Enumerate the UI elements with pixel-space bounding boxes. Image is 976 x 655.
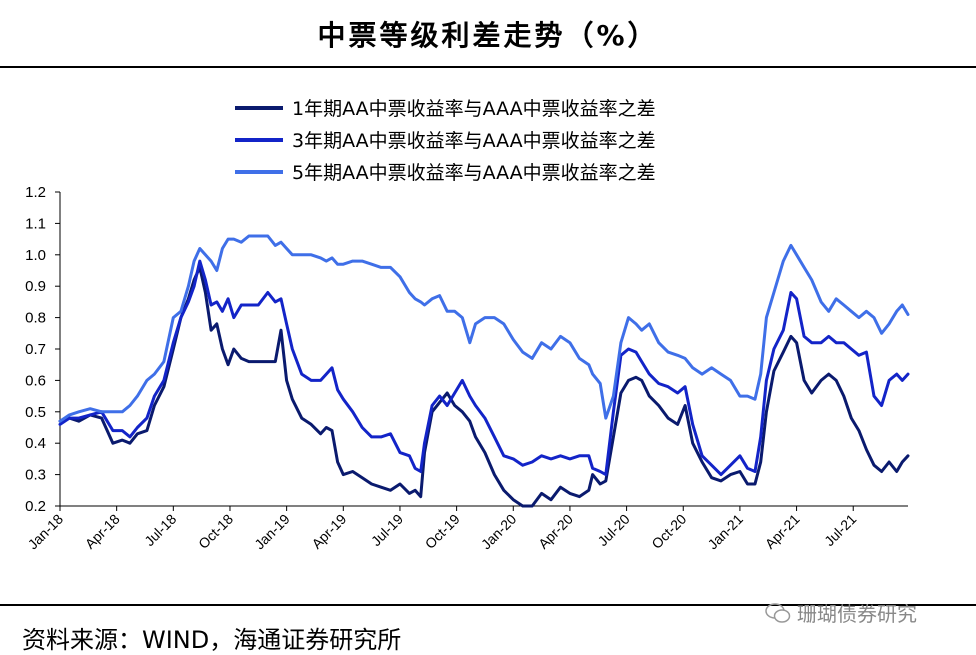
x-tick-label: Oct-18 xyxy=(195,511,236,552)
y-tick-label: 0.2 xyxy=(25,498,46,515)
legend-label-2: 3年期AA中票收益率与AAA中票收益率之差 xyxy=(292,130,656,152)
x-tick-label: Jul-21 xyxy=(821,511,859,549)
x-tick-label: Jul-18 xyxy=(141,511,179,549)
series-line-2 xyxy=(58,259,910,477)
y-tick-label: 0.8 xyxy=(25,310,46,327)
series-line-1 xyxy=(58,265,910,508)
x-tick-label: Apr-21 xyxy=(762,511,803,552)
y-tick-label: 0.4 xyxy=(25,435,46,452)
footer-divider xyxy=(0,604,976,606)
watermark: 珊瑚债券研究 xyxy=(765,598,917,627)
y-tick-label: 0.6 xyxy=(25,372,46,389)
x-tick-label: Jul-19 xyxy=(368,511,406,549)
source-note: 资料来源：WIND，海通证券研究所 xyxy=(22,626,402,654)
y-tick-label: 1.0 xyxy=(25,247,46,264)
title-divider xyxy=(0,66,976,68)
x-tick-label: Apr-19 xyxy=(308,511,349,552)
watermark-text: 珊瑚债券研究 xyxy=(797,602,917,626)
y-tick-label: 1.2 xyxy=(25,184,46,201)
x-tick-label: Apr-18 xyxy=(82,511,123,552)
y-tick-label: 0.7 xyxy=(25,341,46,358)
series-line-3 xyxy=(58,234,910,423)
x-tick-label: Jan-21 xyxy=(704,511,746,553)
wechat-icon xyxy=(765,602,791,623)
page-title: 中票等级利差走势（%） xyxy=(317,19,659,52)
x-tick-label: Apr-20 xyxy=(535,511,576,552)
legend-label-3: 5年期AA中票收益率与AAA中票收益率之差 xyxy=(292,162,656,184)
x-tick-label: Jan-20 xyxy=(478,511,520,553)
y-tick-label: 0.3 xyxy=(25,467,46,484)
y-tick-label: 1.1 xyxy=(25,215,46,232)
x-tick-label: Oct-19 xyxy=(422,511,463,552)
y-tick-label: 0.9 xyxy=(25,278,46,295)
x-tick-label: Jul-20 xyxy=(594,511,632,549)
x-tick-label: Jan-19 xyxy=(251,511,293,553)
x-tick-label: Oct-20 xyxy=(648,511,689,552)
legend-label-1: 1年期AA中票收益率与AAA中票收益率之差 xyxy=(292,98,656,120)
y-tick-label: 0.5 xyxy=(25,404,46,421)
x-tick-label: Jan-18 xyxy=(25,511,67,553)
